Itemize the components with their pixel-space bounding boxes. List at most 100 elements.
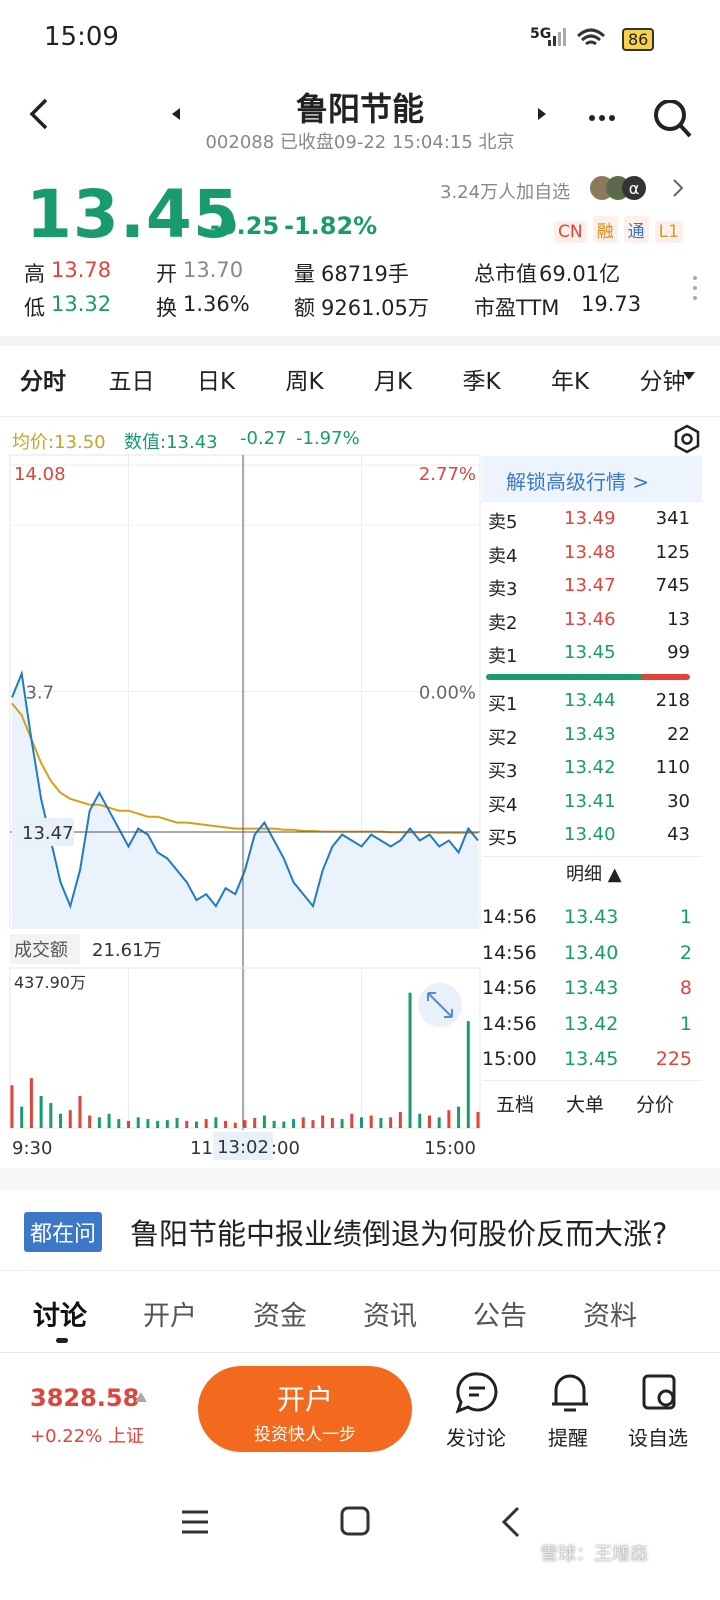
stat-label: 开 [156, 262, 177, 286]
volume-bar [165, 1120, 169, 1128]
nav-tab[interactable]: 开户 [143, 1301, 197, 1332]
action-label[interactable]: 发讨论 [446, 1426, 506, 1450]
book-label: 卖2 [488, 612, 518, 634]
volume-bar [292, 1119, 296, 1128]
unlock-bar [482, 456, 702, 502]
badge: CN [554, 221, 587, 243]
cursor-value: 数值:13.43 [124, 432, 218, 453]
stat-value: 9261.05万 [321, 296, 429, 320]
followers: 3.24万人加自选 [440, 182, 571, 203]
chart-tab[interactable]: 日K [197, 369, 236, 395]
book-tab[interactable]: 分价 [636, 1094, 675, 1116]
chart-tab[interactable]: 周K [285, 369, 324, 395]
nav-tab[interactable]: 资料 [583, 1301, 637, 1332]
stat-label: 低 [24, 296, 45, 320]
chart-tab[interactable]: 年K [551, 369, 590, 395]
clock: 15:09 [44, 22, 119, 52]
book-tab[interactable]: 大单 [566, 1094, 605, 1116]
chart-tab[interactable]: 季K [462, 369, 501, 395]
index-value: 3828.58 [30, 1384, 140, 1412]
volume-bar [59, 1113, 63, 1128]
action-icons [455, 1372, 676, 1414]
volume-bar [262, 1115, 266, 1128]
volume-bar [340, 1119, 344, 1128]
stock-subtitle: 002088 已收盘09-22 15:04:15 北京 [205, 132, 515, 153]
price-area [12, 673, 478, 928]
book-price: 13.42 [564, 757, 616, 778]
trade-price: 13.42 [564, 1012, 619, 1035]
follower-avatars: α [590, 176, 684, 200]
book-label: 卖3 [488, 579, 518, 600]
trade-time: 14:56 [482, 1012, 537, 1035]
action-label[interactable]: 设自选 [628, 1426, 688, 1450]
volume-bar [311, 1120, 315, 1128]
volume-bar [427, 1115, 431, 1128]
volume-bar [49, 1103, 53, 1128]
book-volume: 218 [655, 690, 690, 711]
stat-label: 高 [24, 262, 45, 286]
action-label[interactable]: 提醒 [548, 1426, 588, 1450]
open-account-button[interactable] [198, 1366, 412, 1452]
book-price: 13.47 [564, 575, 616, 596]
news-headline[interactable]: 鲁阳节能中报业绩倒退为何股价反而大涨? [130, 1217, 668, 1251]
nav-tab[interactable]: 资讯 [363, 1301, 417, 1332]
expand-icon [427, 992, 453, 1018]
price: 13.45 [26, 176, 240, 253]
stat-value: 69.01亿 [539, 262, 621, 286]
book-price: 13.48 [564, 541, 616, 563]
stat-label: 总市值 [474, 262, 537, 286]
book-label: 买2 [488, 727, 518, 749]
battery: 86 [622, 28, 655, 51]
nav-tab[interactable]: 资金 [253, 1301, 307, 1332]
volume-bar [243, 1120, 247, 1128]
book-price: 13.40 [564, 824, 616, 845]
nav-tab[interactable]: 讨论 [33, 1301, 87, 1332]
network: 5G [530, 26, 552, 42]
back-button[interactable] [24, 94, 54, 134]
volume-bar [214, 1117, 218, 1128]
stat-value: 19.73 [581, 292, 642, 316]
chart-tab[interactable]: 五日 [108, 369, 155, 395]
badge: 融 [592, 216, 618, 243]
settings-icon[interactable] [672, 424, 702, 454]
volume-bar [233, 1122, 237, 1128]
badge: L1 [654, 221, 683, 243]
book-volume: 13 [667, 608, 690, 630]
prev-stock[interactable] [168, 106, 184, 122]
average-price: 均价:13.50 [12, 432, 106, 453]
volume-bar [379, 1118, 383, 1128]
volume-bar [88, 1115, 92, 1128]
volume-header [10, 934, 80, 964]
detail-title[interactable]: 明细 ▲ [566, 864, 622, 885]
unlock-link[interactable]: 解锁高级行情 > [506, 470, 650, 494]
header-icons[interactable] [586, 100, 696, 140]
volume-bar [204, 1119, 208, 1128]
volume-bar [224, 1120, 228, 1128]
more-dots[interactable] [690, 274, 700, 304]
book-volume: 745 [655, 575, 690, 596]
chart-tab[interactable]: 分钟 [639, 369, 686, 395]
stat-label: 换 [156, 296, 177, 320]
chart-tab[interactable]: 分时 [20, 369, 66, 395]
volume-bar [282, 1121, 286, 1128]
book-tab[interactable]: 五档 [496, 1094, 535, 1116]
cursor-time: 13:02 [217, 1137, 269, 1158]
chart-tab[interactable]: 月K [374, 369, 413, 395]
volume-bar [194, 1121, 198, 1128]
volume-bar [146, 1119, 150, 1128]
volume-bar [107, 1113, 111, 1128]
book-volume: 22 [667, 723, 690, 745]
trade-volume: 2 [679, 941, 692, 964]
cursor-change: -0.27 [240, 428, 287, 449]
nav-tab[interactable]: 公告 [473, 1301, 527, 1332]
volume-bar [418, 1113, 422, 1128]
volume-bar [68, 1110, 72, 1128]
next-stock[interactable] [534, 106, 550, 122]
volume-bar [175, 1118, 179, 1128]
index-change: +0.22% 上证 [30, 1426, 144, 1447]
book-volume: 110 [655, 757, 690, 778]
book-label: 卖5 [488, 512, 518, 533]
badges: CN 融通 L1 [548, 216, 683, 243]
up-arrow [135, 1392, 147, 1402]
